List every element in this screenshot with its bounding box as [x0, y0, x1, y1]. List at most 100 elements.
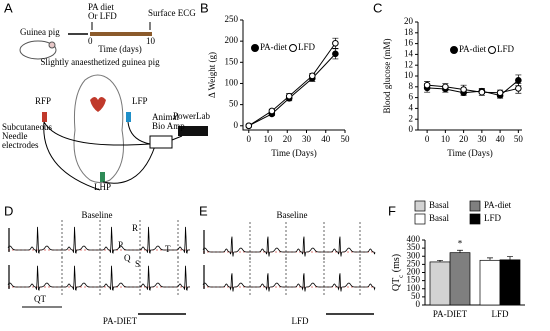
legend-label: Basal	[429, 200, 449, 210]
x-tick-label: 10	[264, 134, 274, 144]
x-tick-label: 30	[477, 134, 487, 144]
axes	[417, 22, 522, 131]
x-tick-label: 50	[514, 134, 524, 144]
y-tick-label: 250	[407, 258, 421, 268]
interval-label: QT	[34, 294, 46, 304]
guinea-pig-body	[73, 74, 124, 183]
bar	[499, 259, 521, 306]
x-tick-label: 50	[341, 134, 351, 144]
electrode	[126, 112, 131, 122]
point	[460, 86, 467, 93]
panel-letter: D	[4, 203, 13, 218]
timeline	[90, 32, 152, 36]
x-tick-label: 10	[441, 134, 451, 144]
point	[478, 88, 486, 96]
legend-label: LFD	[497, 44, 515, 54]
trace-title: Baseline	[82, 210, 113, 220]
panel-letter: B	[200, 0, 209, 15]
label: electrodes	[2, 140, 39, 150]
bio-amp	[149, 135, 173, 149]
x-axis-label: Time (Days)	[271, 148, 316, 158]
error-bar	[437, 259, 443, 262]
panel-e: E Baseline LFD	[199, 203, 374, 326]
series-line	[248, 42, 336, 127]
ecg-trace	[202, 273, 376, 292]
legend-marker	[289, 44, 297, 52]
y-tick-label: 350	[407, 242, 421, 252]
ecg-trace	[7, 226, 190, 254]
x-tick-label: 40	[321, 134, 331, 144]
bar	[479, 259, 501, 306]
y-tick-label: 100	[225, 78, 239, 88]
y-tick-label: 20	[404, 16, 414, 26]
point	[245, 122, 253, 130]
bar	[429, 261, 451, 306]
label: Or LFD	[88, 11, 117, 21]
point	[332, 39, 339, 47]
y-axis-label-part: (ms)	[391, 254, 402, 275]
point	[423, 81, 431, 89]
electrode	[100, 172, 105, 182]
y-tick-label: 4	[409, 102, 414, 112]
x-axis-label: Time (Days)	[447, 148, 492, 158]
label: Needle	[2, 131, 27, 141]
panel-letter: F	[388, 203, 396, 218]
y-tick-label: 18	[404, 27, 414, 37]
legend-label: PA-diet	[484, 200, 512, 210]
point	[308, 72, 316, 80]
label: Subcutaneous	[2, 122, 52, 132]
series-line	[427, 79, 519, 96]
y-tick-label: 50	[229, 99, 239, 109]
label: Bio Amp	[152, 121, 185, 131]
y-tick-label: 400	[407, 234, 421, 244]
x-tick-label: 0	[425, 134, 430, 144]
y-tick-label: 150	[225, 56, 239, 66]
legend-marker	[450, 46, 458, 54]
x-tick-label: 0	[247, 134, 252, 144]
y-tick-label: 300	[407, 250, 421, 260]
lead-wires	[43, 121, 156, 191]
wave-label: R	[132, 223, 138, 233]
label: 0	[88, 36, 93, 46]
y-axis-label-part: c	[397, 275, 405, 278]
label: PA diet	[88, 2, 114, 12]
legend-label: PA-diet	[459, 44, 487, 54]
point	[268, 107, 276, 115]
series-line	[248, 53, 336, 127]
y-tick-label: 10	[404, 70, 414, 80]
y-tick-label: 100	[407, 283, 421, 293]
cable	[171, 135, 183, 141]
y-tick-label: 8	[409, 81, 414, 91]
error-bar	[507, 256, 513, 260]
wave-label: Q	[124, 253, 131, 263]
legend-marker	[251, 44, 259, 52]
point	[515, 77, 522, 84]
y-tick-label: 12	[404, 59, 413, 69]
x-tick-label: 20	[283, 134, 293, 144]
y-tick-label: 0	[416, 299, 421, 309]
electrode	[42, 112, 47, 122]
y-axis-label: QTc (ms)	[391, 254, 404, 291]
trace-label: LFD	[291, 316, 309, 326]
wave-label: P	[118, 240, 123, 250]
y-tick-label: 50	[411, 291, 421, 301]
x-tick-label: 40	[496, 134, 506, 144]
ecg-trace	[202, 236, 376, 257]
y-tick-label: 0	[234, 120, 239, 130]
point	[496, 89, 504, 97]
y-axis-label: Δ Weight (g)	[207, 52, 217, 98]
x-tick-label: 30	[302, 134, 312, 144]
wave-label: T	[165, 244, 171, 254]
point	[285, 92, 293, 100]
label: Time (days)	[98, 44, 141, 54]
label: LFP	[132, 96, 148, 106]
label: Animal	[152, 112, 179, 122]
y-tick-label: 0	[409, 124, 414, 134]
label: RFP	[35, 96, 51, 106]
y-tick-label: 200	[225, 35, 239, 45]
point	[515, 85, 522, 92]
legend-marker	[488, 46, 496, 54]
legend-label: LFD	[484, 213, 502, 223]
y-tick-label: 14	[404, 48, 414, 58]
